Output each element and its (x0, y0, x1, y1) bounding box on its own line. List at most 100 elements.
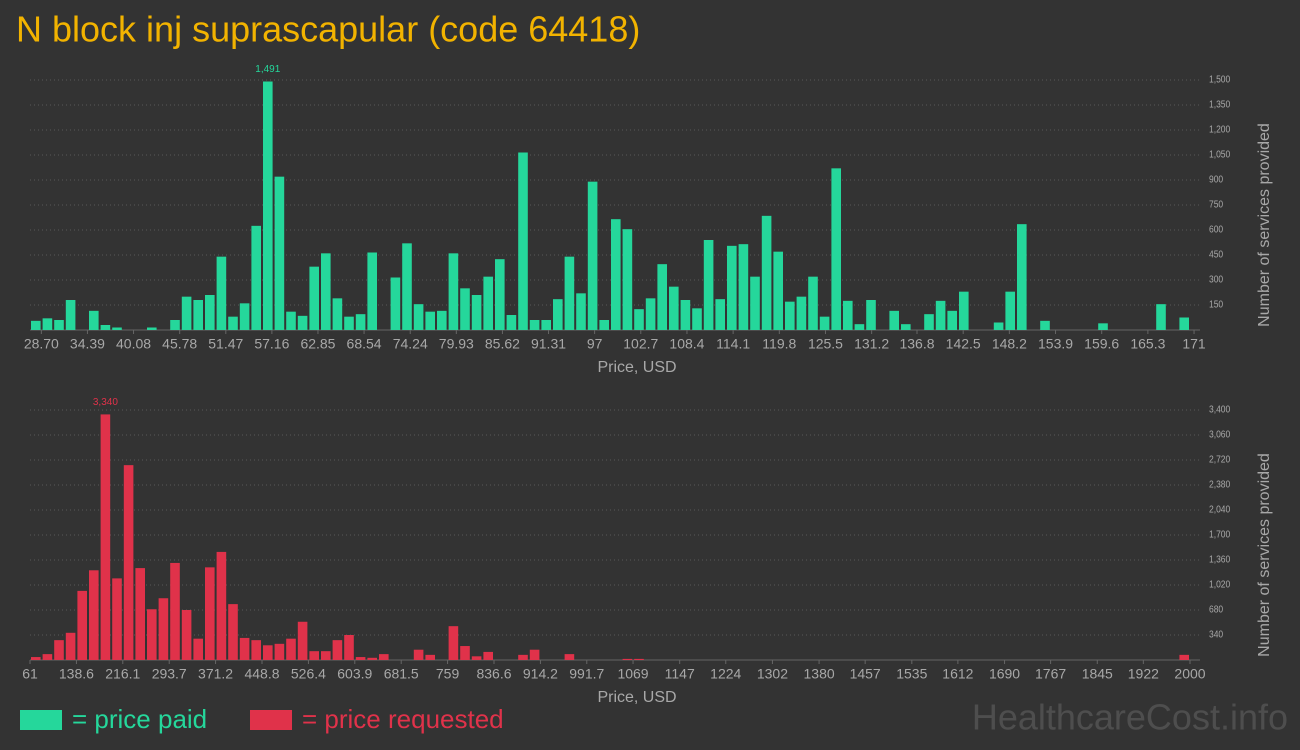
x-tick-label: 40.08 (116, 336, 151, 352)
x-tick-label: 1845 (1082, 666, 1113, 682)
bar (947, 310, 957, 330)
bar (239, 637, 250, 660)
x-tick-label: 371.2 (198, 666, 233, 682)
y-tick-label: 1,360 (1209, 554, 1230, 565)
bar (89, 570, 99, 660)
bar (1040, 320, 1050, 330)
bar (483, 276, 493, 330)
bar (471, 656, 482, 660)
bar (355, 657, 366, 660)
bar (808, 276, 818, 330)
bar (321, 651, 331, 660)
bar (529, 649, 540, 660)
bar (854, 324, 865, 330)
bar (402, 243, 412, 330)
bar (123, 465, 134, 660)
bar (216, 551, 227, 660)
bar (959, 291, 969, 330)
bar (112, 578, 122, 660)
bar (727, 245, 737, 330)
y-tick-label: 2,040 (1209, 504, 1230, 515)
bar (332, 298, 343, 330)
bar (529, 320, 540, 330)
bar (634, 658, 644, 660)
bar (170, 562, 180, 660)
bar (819, 316, 830, 330)
x-tick-label: 1690 (989, 666, 1020, 682)
bar (518, 654, 528, 660)
x-tick-label: 91.31 (531, 336, 566, 352)
bar (483, 651, 493, 660)
x-tick-label: 1147 (665, 666, 695, 682)
y-tick-label: 1,020 (1209, 579, 1230, 590)
bar (587, 181, 598, 330)
bar (506, 315, 517, 330)
bar (471, 295, 482, 330)
bar (309, 651, 319, 660)
bar (703, 240, 714, 330)
x-tick-label: 836.6 (476, 666, 511, 682)
bar (460, 646, 470, 660)
x-tick-label: 1612 (942, 666, 973, 682)
y-tick-label: 340 (1209, 629, 1223, 640)
x-tick-label: 108.4 (669, 336, 704, 352)
bar (889, 310, 899, 330)
x-tick-label: 165.3 (1130, 336, 1165, 352)
x-tick-label: 57.16 (254, 336, 289, 352)
x-tick-label: 136.8 (899, 336, 934, 352)
x-tick-label: 171 (1182, 336, 1206, 352)
bar (344, 635, 354, 660)
bar (135, 568, 145, 660)
bar (448, 253, 459, 330)
bar (495, 259, 505, 330)
x-tick-label: 991.7 (569, 666, 604, 682)
bar (750, 276, 760, 330)
bar (332, 640, 343, 660)
x-tick-label: 34.39 (70, 336, 105, 352)
x-tick-label: 153.9 (1038, 336, 1073, 352)
legend-swatch (250, 710, 292, 730)
x-tick-label: 68.54 (347, 336, 382, 352)
x-tick-label: 142.5 (946, 336, 981, 352)
bar (297, 621, 308, 660)
bar (866, 300, 876, 330)
bar (112, 327, 122, 330)
y-tick-label: 900 (1209, 174, 1223, 185)
x-tick-label: 1380 (804, 666, 835, 682)
bar (228, 604, 238, 660)
x-tick-label: 526.4 (291, 666, 326, 682)
y-tick-label: 2,380 (1209, 479, 1230, 490)
bar (901, 324, 911, 330)
bar (622, 229, 633, 330)
bar (297, 315, 308, 330)
x-tick-label: 603.9 (337, 666, 372, 682)
bar (622, 658, 633, 660)
bar (796, 296, 807, 330)
x-tick-label: 159.6 (1084, 336, 1119, 352)
bar (1179, 317, 1189, 330)
bar (321, 253, 331, 330)
bar (216, 256, 227, 330)
bar (993, 322, 1004, 330)
bar (286, 638, 296, 660)
bar (77, 590, 87, 660)
x-tick-label: 914.2 (523, 666, 558, 682)
bar (31, 320, 41, 330)
bar (54, 640, 64, 660)
bar (367, 657, 377, 660)
x-tick-label: 1767 (1035, 666, 1066, 682)
bar (100, 414, 111, 660)
bar (147, 327, 157, 330)
x-tick-label: 131.2 (854, 336, 889, 352)
bar (645, 298, 656, 330)
x-tick-label: 1535 (896, 666, 927, 682)
x-tick-label: 114.1 (716, 336, 750, 352)
bar (309, 266, 319, 330)
bar (611, 219, 621, 330)
x-tick-label: 62.85 (300, 336, 335, 352)
y-tick-label: 680 (1209, 604, 1223, 615)
x-tick-label: 85.62 (485, 336, 520, 352)
y-tick-label: 3,400 (1209, 404, 1230, 415)
x-tick-label: 45.78 (162, 336, 197, 352)
